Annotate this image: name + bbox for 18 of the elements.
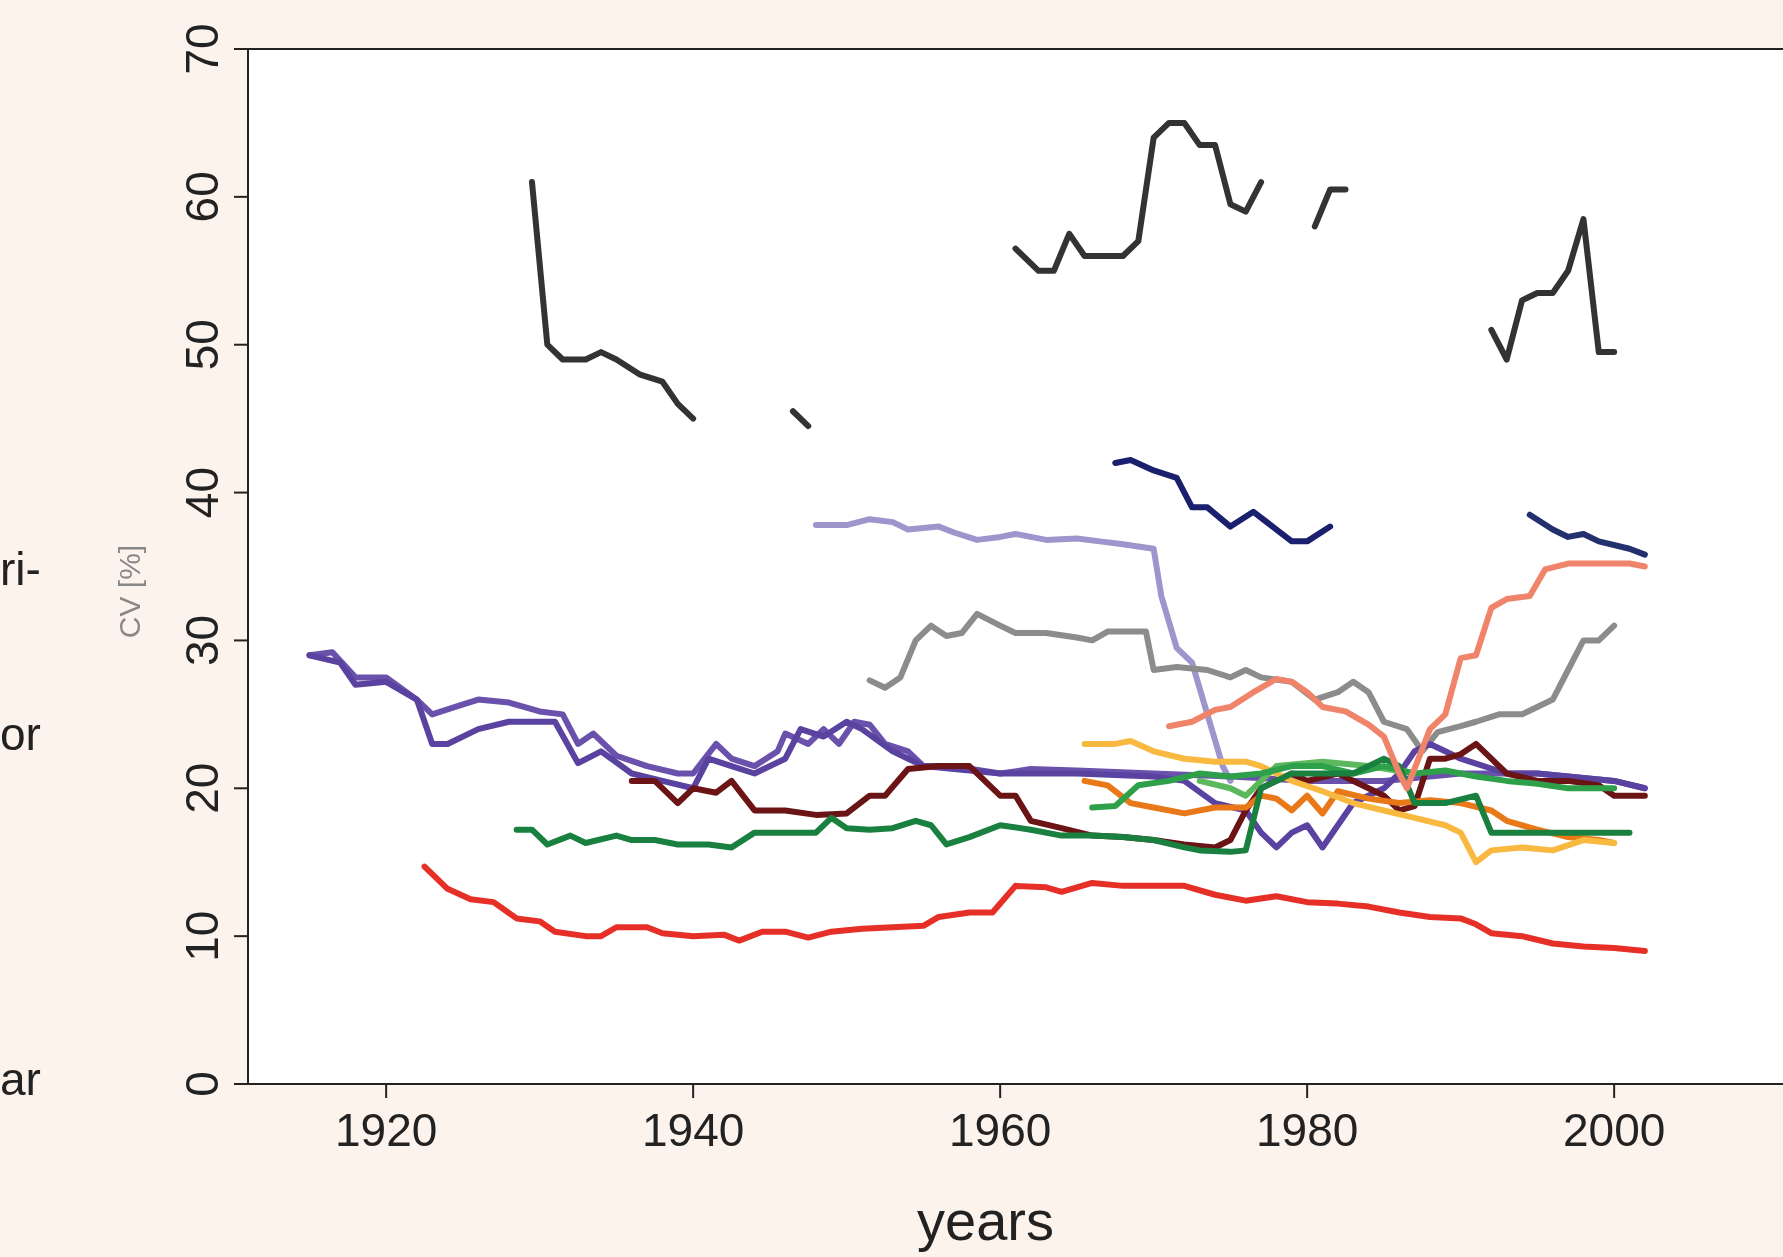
y-tick-label: 50	[176, 319, 228, 371]
y-tick-label: 70	[176, 23, 228, 75]
y-tick-label: 60	[176, 171, 228, 223]
x-tick-label: 1940	[641, 1104, 745, 1156]
y-tick-label: 40	[176, 466, 228, 519]
text: ri-	[0, 543, 41, 595]
x-tick-label: 1980	[1255, 1104, 1359, 1156]
x-tick-label: 1920	[334, 1104, 438, 1156]
y-tick-label: 10	[176, 910, 228, 962]
text: or	[0, 708, 41, 760]
x-axis-title: years	[917, 1189, 1054, 1252]
x-tick-label: 1960	[948, 1104, 1052, 1156]
text: ar	[0, 1053, 41, 1105]
y-tick-label: 30	[176, 614, 228, 667]
y-axis-title: CV [%]	[113, 544, 146, 639]
y-tick-label: 20	[176, 762, 228, 814]
x-tick-label: 2000	[1562, 1104, 1666, 1156]
y-tick-label: 0	[176, 1071, 228, 1097]
